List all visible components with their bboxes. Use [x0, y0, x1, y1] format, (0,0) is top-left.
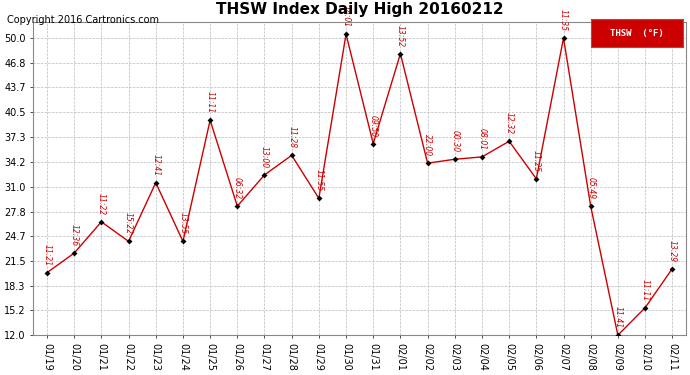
Text: 11:35: 11:35 — [559, 9, 568, 31]
Text: 11:41: 11:41 — [613, 306, 622, 328]
Text: 06:32: 06:32 — [233, 177, 241, 199]
Text: 11:25: 11:25 — [532, 150, 541, 172]
Text: 22:00: 22:00 — [423, 134, 432, 156]
Text: 11:11: 11:11 — [640, 279, 649, 301]
Text: 11:22: 11:22 — [97, 193, 106, 215]
Text: 05:49: 05:49 — [586, 177, 595, 199]
Text: 15:22: 15:22 — [124, 212, 133, 234]
Text: 11:55: 11:55 — [315, 169, 324, 191]
Text: 13:55: 13:55 — [179, 212, 188, 234]
Title: THSW Index Daily High 20160212: THSW Index Daily High 20160212 — [216, 2, 504, 17]
Text: 13:52: 13:52 — [396, 25, 405, 47]
Text: 11:11: 11:11 — [206, 91, 215, 113]
Text: 12:32: 12:32 — [504, 112, 513, 134]
Text: 00:30: 00:30 — [451, 130, 460, 152]
Text: 09:50: 09:50 — [368, 114, 377, 136]
Text: 13:29: 13:29 — [668, 240, 677, 262]
Text: 13:00: 13:00 — [260, 146, 269, 168]
Text: 11:21: 11:21 — [43, 244, 52, 266]
Text: 12:36: 12:36 — [70, 224, 79, 246]
Text: 08:01: 08:01 — [477, 128, 486, 150]
Text: Copyright 2016 Cartronics.com: Copyright 2016 Cartronics.com — [7, 15, 159, 25]
Text: 12:41: 12:41 — [151, 154, 160, 176]
Text: 14:01: 14:01 — [342, 5, 351, 27]
Text: 11:28: 11:28 — [287, 126, 296, 148]
